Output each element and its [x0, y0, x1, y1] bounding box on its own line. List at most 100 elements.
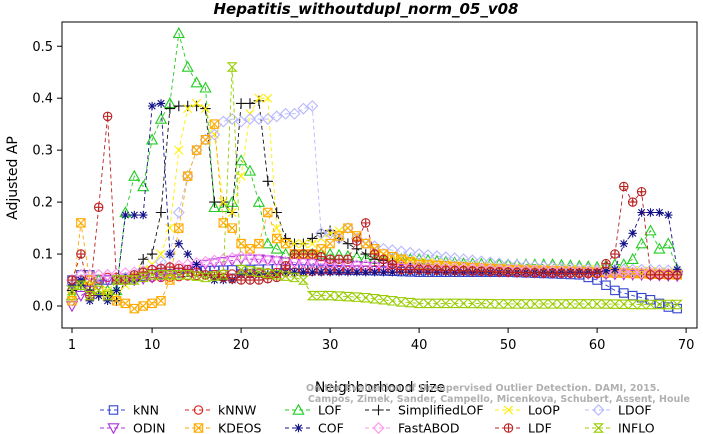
- data-point-inflo: [128, 275, 140, 285]
- legend-marker-loop: [503, 405, 514, 415]
- plot-frame: [61, 21, 698, 329]
- data-point-ldf: [494, 267, 504, 277]
- data-point-kdeos: [254, 238, 264, 249]
- data-point-simplifiedlof: [324, 225, 336, 236]
- data-point-inflo: [182, 270, 194, 280]
- data-point-kdeos: [245, 244, 255, 254]
- data-point-fastabod: [288, 256, 301, 269]
- data-point-ldof: [288, 107, 301, 120]
- data-point-ldof: [626, 263, 639, 276]
- data-point-fastabod: [608, 266, 621, 279]
- data-point-simplifiedlof: [209, 196, 220, 208]
- data-point-lof: [181, 60, 194, 72]
- data-point-inflo: [636, 299, 648, 310]
- data-point-cof: [67, 281, 77, 290]
- data-point-loop: [227, 207, 237, 218]
- data-point-inflo: [600, 299, 612, 309]
- data-point-lof: [154, 112, 168, 124]
- data-point-loop: [289, 239, 300, 249]
- data-point-ldf: [441, 265, 451, 275]
- y-tick-label: 0.4: [32, 92, 53, 107]
- data-point-ldf: [458, 265, 469, 276]
- data-point-kdeos: [120, 298, 131, 309]
- data-point-kdeos: [129, 303, 140, 314]
- x-tick-label: 30: [322, 338, 339, 353]
- data-point-kdeos: [209, 119, 220, 129]
- data-point-kdeos: [182, 171, 193, 181]
- data-point-inflo: [422, 298, 434, 309]
- data-point-lof: [208, 200, 221, 213]
- data-point-loop: [263, 93, 273, 103]
- legend-label-simplifiedlof: SimplifiedLOF: [398, 403, 484, 418]
- data-point-cof: [121, 210, 130, 220]
- data-point-inflo: [280, 271, 292, 281]
- legend-marker-fastabod: [372, 422, 385, 434]
- legend-item-kdeos: KDEOS: [185, 421, 262, 434]
- legend-label-knn: kNN: [133, 403, 159, 418]
- data-point-inflo: [75, 280, 87, 290]
- data-point-inflo: [351, 292, 363, 302]
- series-kdeos: [67, 119, 682, 314]
- data-point-ldof: [279, 107, 292, 120]
- legend: kNN kNNW LOF SimplifiedLOF LoOP LDOF ODIN KDEOS…: [100, 403, 655, 434]
- data-point-cof: [601, 266, 611, 276]
- data-point-cof: [254, 270, 264, 280]
- data-point-cof: [76, 275, 86, 285]
- data-point-inflo: [217, 270, 229, 280]
- series-line-fastabod: [71, 256, 678, 281]
- data-point-inflo: [146, 270, 158, 280]
- data-point-lof: [190, 76, 203, 88]
- data-point-cof: [610, 265, 620, 274]
- data-point-ldof: [235, 115, 248, 128]
- data-point-ldof: [341, 222, 354, 235]
- data-point-ldof: [226, 113, 239, 125]
- data-point-simplifiedlof: [280, 233, 291, 244]
- data-point-inflo: [360, 292, 372, 303]
- legend-label-odin: ODIN: [133, 421, 166, 434]
- watermark-line-2: Campos, Zimek, Sander, Campello, Micenko…: [308, 394, 690, 405]
- data-point-fastabod: [83, 268, 96, 281]
- data-point-inflo: [564, 299, 576, 309]
- data-point-ldof: [457, 253, 470, 266]
- data-point-cof: [646, 208, 655, 217]
- data-point-inflo: [653, 299, 665, 310]
- data-point-inflo: [466, 298, 479, 309]
- data-point-ldof: [217, 115, 230, 128]
- data-point-cof: [174, 239, 183, 248]
- data-point-ldf: [316, 251, 326, 262]
- data-point-cof: [343, 268, 353, 277]
- legend-item-ldof: LDOF: [585, 403, 652, 418]
- data-point-cof: [236, 270, 246, 280]
- data-point-inflo: [66, 285, 78, 296]
- data-point-ldf: [672, 270, 682, 280]
- data-point-cof: [290, 268, 299, 277]
- data-point-kdeos: [174, 223, 184, 233]
- data-point-loop: [200, 104, 211, 114]
- data-point-ldf: [236, 275, 246, 285]
- data-point-simplifiedlof: [146, 248, 158, 260]
- data-point-inflo: [110, 275, 123, 285]
- legend-marker-lof: [292, 403, 305, 415]
- data-point-inflo: [582, 299, 594, 309]
- data-point-inflo: [253, 267, 265, 277]
- data-point-lof: [626, 252, 639, 264]
- data-point-ldf: [165, 262, 175, 272]
- legend-label-fastabod: FastABOD: [398, 421, 460, 434]
- data-point-simplifiedlof: [360, 248, 371, 260]
- data-point-inflo: [475, 298, 487, 309]
- data-point-inflo: [555, 299, 568, 309]
- legend-marker-knnw: [193, 405, 204, 415]
- data-point-ldf: [298, 249, 309, 259]
- legend-label-lof: LOF: [318, 403, 342, 418]
- data-point-fastabod: [270, 254, 283, 267]
- data-point-kdeos: [138, 301, 148, 311]
- data-point-inflo: [342, 291, 354, 302]
- data-point-inflo: [191, 271, 203, 281]
- data-point-inflo: [662, 299, 674, 310]
- data-point-lof: [279, 247, 292, 259]
- data-point-cof: [130, 210, 139, 220]
- data-point-inflo: [591, 299, 603, 309]
- data-point-simplifiedlof: [244, 98, 256, 109]
- legend-marker-cof: [294, 423, 303, 433]
- data-point-ldof: [190, 144, 203, 157]
